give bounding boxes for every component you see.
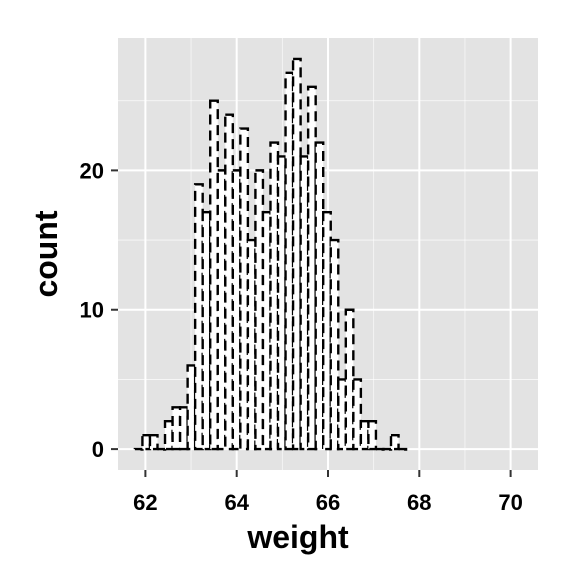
x-axis: 62 64 66 68 70	[133, 470, 523, 515]
histogram-bar	[148, 433, 159, 451]
histogram-bar	[133, 447, 144, 451]
x-tick-label: 68	[407, 490, 431, 515]
histogram-bar	[141, 433, 152, 451]
histogram-bar	[224, 113, 235, 451]
x-tick-label: 64	[224, 490, 249, 515]
histogram-bar	[171, 406, 182, 451]
histogram-bar	[352, 378, 363, 451]
histogram-bar	[397, 447, 408, 451]
y-tick-label: 20	[80, 158, 104, 183]
histogram-bar	[382, 447, 393, 451]
histogram-bar	[261, 210, 272, 451]
histogram-bar	[156, 447, 167, 451]
y-axis-title: count	[28, 210, 64, 297]
histogram-bar	[193, 183, 204, 451]
x-tick-label: 70	[498, 490, 522, 515]
y-axis: 0 10 20	[80, 158, 118, 462]
histogram-bar	[201, 210, 212, 451]
x-tick-label: 62	[133, 490, 157, 515]
histogram-bars	[133, 57, 408, 451]
histogram-bar	[178, 406, 189, 451]
histogram-bar	[322, 210, 332, 451]
histogram-bar	[291, 57, 302, 451]
y-tick-label: 0	[92, 437, 104, 462]
x-tick-label: 66	[316, 490, 340, 515]
histogram-bar	[367, 420, 378, 451]
histogram-bar	[337, 378, 348, 451]
histogram-bar	[344, 308, 355, 451]
histogram-bar	[329, 238, 340, 451]
x-axis-title: weight	[246, 519, 349, 555]
histogram-bar	[389, 433, 400, 451]
histogram-bar	[374, 447, 385, 451]
y-tick-label: 10	[80, 298, 104, 323]
histogram-bar	[306, 85, 317, 451]
